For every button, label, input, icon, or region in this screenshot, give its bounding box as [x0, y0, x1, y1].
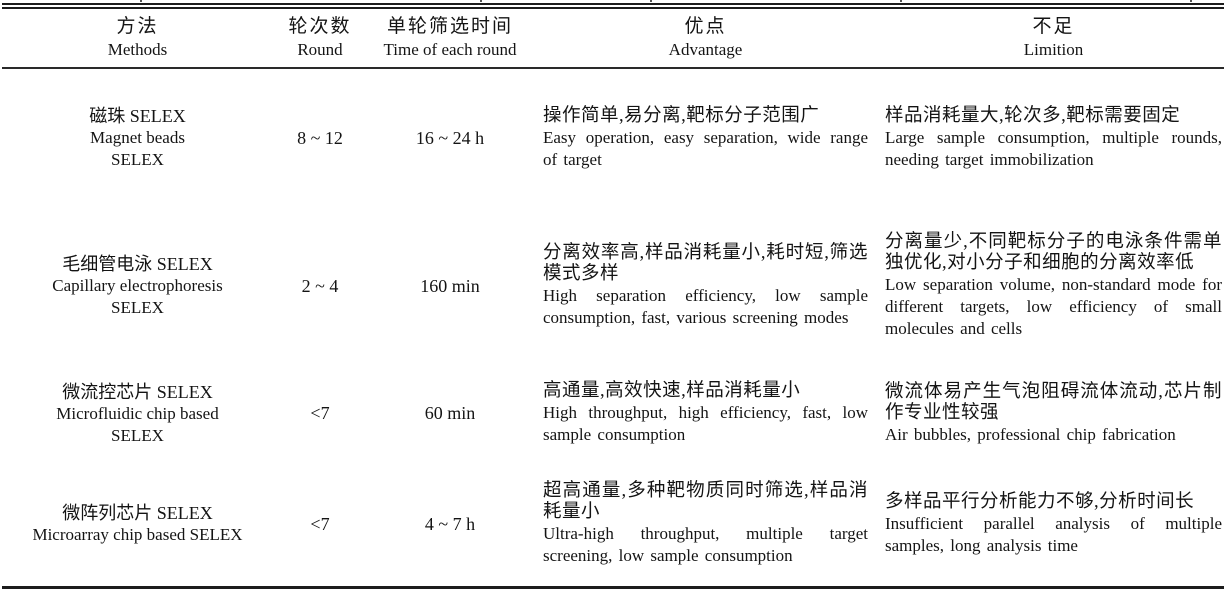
method-name-zh: 微阵列芯片 SELEX	[62, 503, 213, 523]
cropped-caption-remnant	[900, 0, 902, 2]
column-header-limitation-zh: 不足	[1032, 16, 1075, 37]
bottom-rule	[2, 586, 1224, 589]
advantage-text-zh: 超高通量,多种靶物质同时筛选,样品消耗量小	[543, 481, 868, 522]
column-header-advantage: 优点 Advantage	[535, 14, 878, 60]
column-header-round: 轮次数 Round	[275, 14, 365, 60]
method-name-en: Magnet beads	[90, 128, 185, 147]
advantage-text-en: Easy operation, easy separation, wide ra…	[543, 127, 868, 169]
method-name-en: SELEX	[111, 425, 164, 445]
method-name-en: SELEX	[111, 298, 164, 317]
advantage-text-en: Ultra-high throughput, multiple target s…	[543, 524, 868, 565]
round-cell: 2 ~ 4	[301, 275, 339, 296]
column-header-time-en: Time of each round	[383, 40, 517, 59]
limitation-text-en: Air bubbles, professional chip fabricati…	[885, 424, 1176, 444]
column-header-limitation-en: Limition	[1023, 40, 1084, 59]
advantage-cell: 分离效率高,样品消耗量小,耗时短,筛选模式多样 High separation …	[535, 243, 878, 329]
method-name-zh: 微流控芯片 SELEX	[62, 381, 213, 402]
method-name-en: SELEX	[111, 150, 164, 169]
column-header-methods-zh: 方法	[116, 16, 159, 37]
cropped-caption-remnant	[1190, 0, 1192, 2]
method-name-en: Capillary electrophoresis	[52, 276, 223, 295]
limitation-text-zh: 分离量少,不同靶标分子的电泳条件需单独优化,对小分子和细胞的分离效率低	[885, 232, 1222, 273]
advantage-text-zh: 分离效率高,样品消耗量小,耗时短,筛选模式多样	[543, 243, 868, 284]
top-double-rule-lower	[2, 7, 1224, 9]
method-name-zh: 毛细管电泳 SELEX	[62, 254, 213, 274]
header-separator-rule	[2, 67, 1224, 69]
column-header-time: 单轮筛选时间 Time of each round	[365, 14, 535, 60]
advantage-cell: 操作简单,易分离,靶标分子范围广 Easy operation, easy se…	[535, 106, 878, 171]
column-header-methods-en: Methods	[107, 40, 168, 59]
advantage-cell: 高通量,高效快速,样品消耗量小 High throughput, high ef…	[535, 381, 878, 446]
table-body: 磁珠 SELEX Magnet beads SELEX 8 ~ 12 16 ~ …	[0, 69, 1226, 586]
limitation-text-zh: 样品消耗量大,轮次多,靶标需要固定	[885, 105, 1181, 126]
method-name-en: Microarray chip based SELEX	[32, 525, 243, 544]
limitation-cell: 样品消耗量大,轮次多,靶标需要固定 Large sample consumpti…	[878, 106, 1226, 171]
cropped-caption-remnant	[650, 0, 652, 2]
limitation-text-en: Low separation volume, non-standard mode…	[885, 275, 1222, 338]
column-header-round-zh: 轮次数	[288, 16, 352, 37]
method-name-zh: 磁珠 SELEX	[89, 106, 186, 126]
method-cell: 毛细管电泳 SELEX Capillary electrophoresis SE…	[0, 253, 275, 319]
advantage-text-zh: 操作简单,易分离,靶标分子范围广	[543, 105, 820, 126]
method-name-en: Microfluidic chip based	[56, 403, 219, 423]
advantage-text-en: High throughput, high efficiency, fast, …	[543, 403, 868, 444]
column-header-round-en: Round	[297, 40, 343, 59]
column-header-limitation: 不足 Limition	[878, 14, 1226, 60]
column-header-advantage-en: Advantage	[668, 40, 743, 59]
advantage-cell: 超高通量,多种靶物质同时筛选,样品消耗量小 Ultra-high through…	[535, 481, 878, 567]
advantage-text-zh: 高通量,高效快速,样品消耗量小	[543, 381, 801, 401]
column-header-time-zh: 单轮筛选时间	[386, 16, 513, 37]
round-cell: <7	[310, 403, 330, 423]
top-double-rule-upper	[2, 3, 1224, 5]
limitation-text-zh: 微流体易产生气泡阻碍流体流动,芯片制作专业性较强	[885, 381, 1222, 423]
table-row-capillary-electrophoresis-selex: 毛细管电泳 SELEX Capillary electrophoresis SE…	[0, 207, 1226, 365]
method-cell: 微流控芯片 SELEX Microfluidic chip based SELE…	[0, 381, 275, 447]
round-cell: <7	[310, 513, 330, 534]
table-row-microfluidic-chip-selex: 微流控芯片 SELEX Microfluidic chip based SELE…	[0, 365, 1226, 462]
limitation-cell: 多样品平行分析能力不够,分析时间长 Insufficient parallel …	[878, 492, 1226, 557]
limitation-cell: 微流体易产生气泡阻碍流体流动,芯片制作专业性较强 Air bubbles, pr…	[878, 382, 1226, 446]
limitation-text-en: Large sample consumption, multiple round…	[885, 127, 1222, 169]
table-row-magnet-beads-selex: 磁珠 SELEX Magnet beads SELEX 8 ~ 12 16 ~ …	[0, 69, 1226, 207]
column-header-methods: 方法 Methods	[0, 14, 275, 60]
time-cell: 160 min	[420, 275, 480, 296]
cropped-caption-remnant	[140, 0, 142, 2]
limitation-text-zh: 多样品平行分析能力不够,分析时间长	[885, 491, 1195, 512]
method-cell: 微阵列芯片 SELEX Microarray chip based SELEX	[0, 502, 275, 546]
time-cell: 60 min	[424, 403, 476, 423]
table-header-row: 方法 Methods 轮次数 Round 单轮筛选时间 Time of each…	[0, 14, 1226, 60]
advantage-text-en: High separation efficiency, low sample c…	[543, 286, 868, 327]
time-cell: 4 ~ 7 h	[424, 513, 476, 534]
table-row-microarray-chip-selex: 微阵列芯片 SELEX Microarray chip based SELEX …	[0, 462, 1226, 586]
limitation-cell: 分离量少,不同靶标分子的电泳条件需单独优化,对小分子和细胞的分离效率低 Low …	[878, 232, 1226, 340]
cropped-caption-remnant	[480, 0, 482, 2]
column-header-advantage-zh: 优点	[684, 16, 727, 37]
round-cell: 8 ~ 12	[297, 127, 343, 148]
method-cell: 磁珠 SELEX Magnet beads SELEX	[0, 105, 275, 171]
limitation-text-en: Insufficient parallel analysis of multip…	[885, 513, 1222, 555]
time-cell: 16 ~ 24 h	[415, 127, 485, 148]
